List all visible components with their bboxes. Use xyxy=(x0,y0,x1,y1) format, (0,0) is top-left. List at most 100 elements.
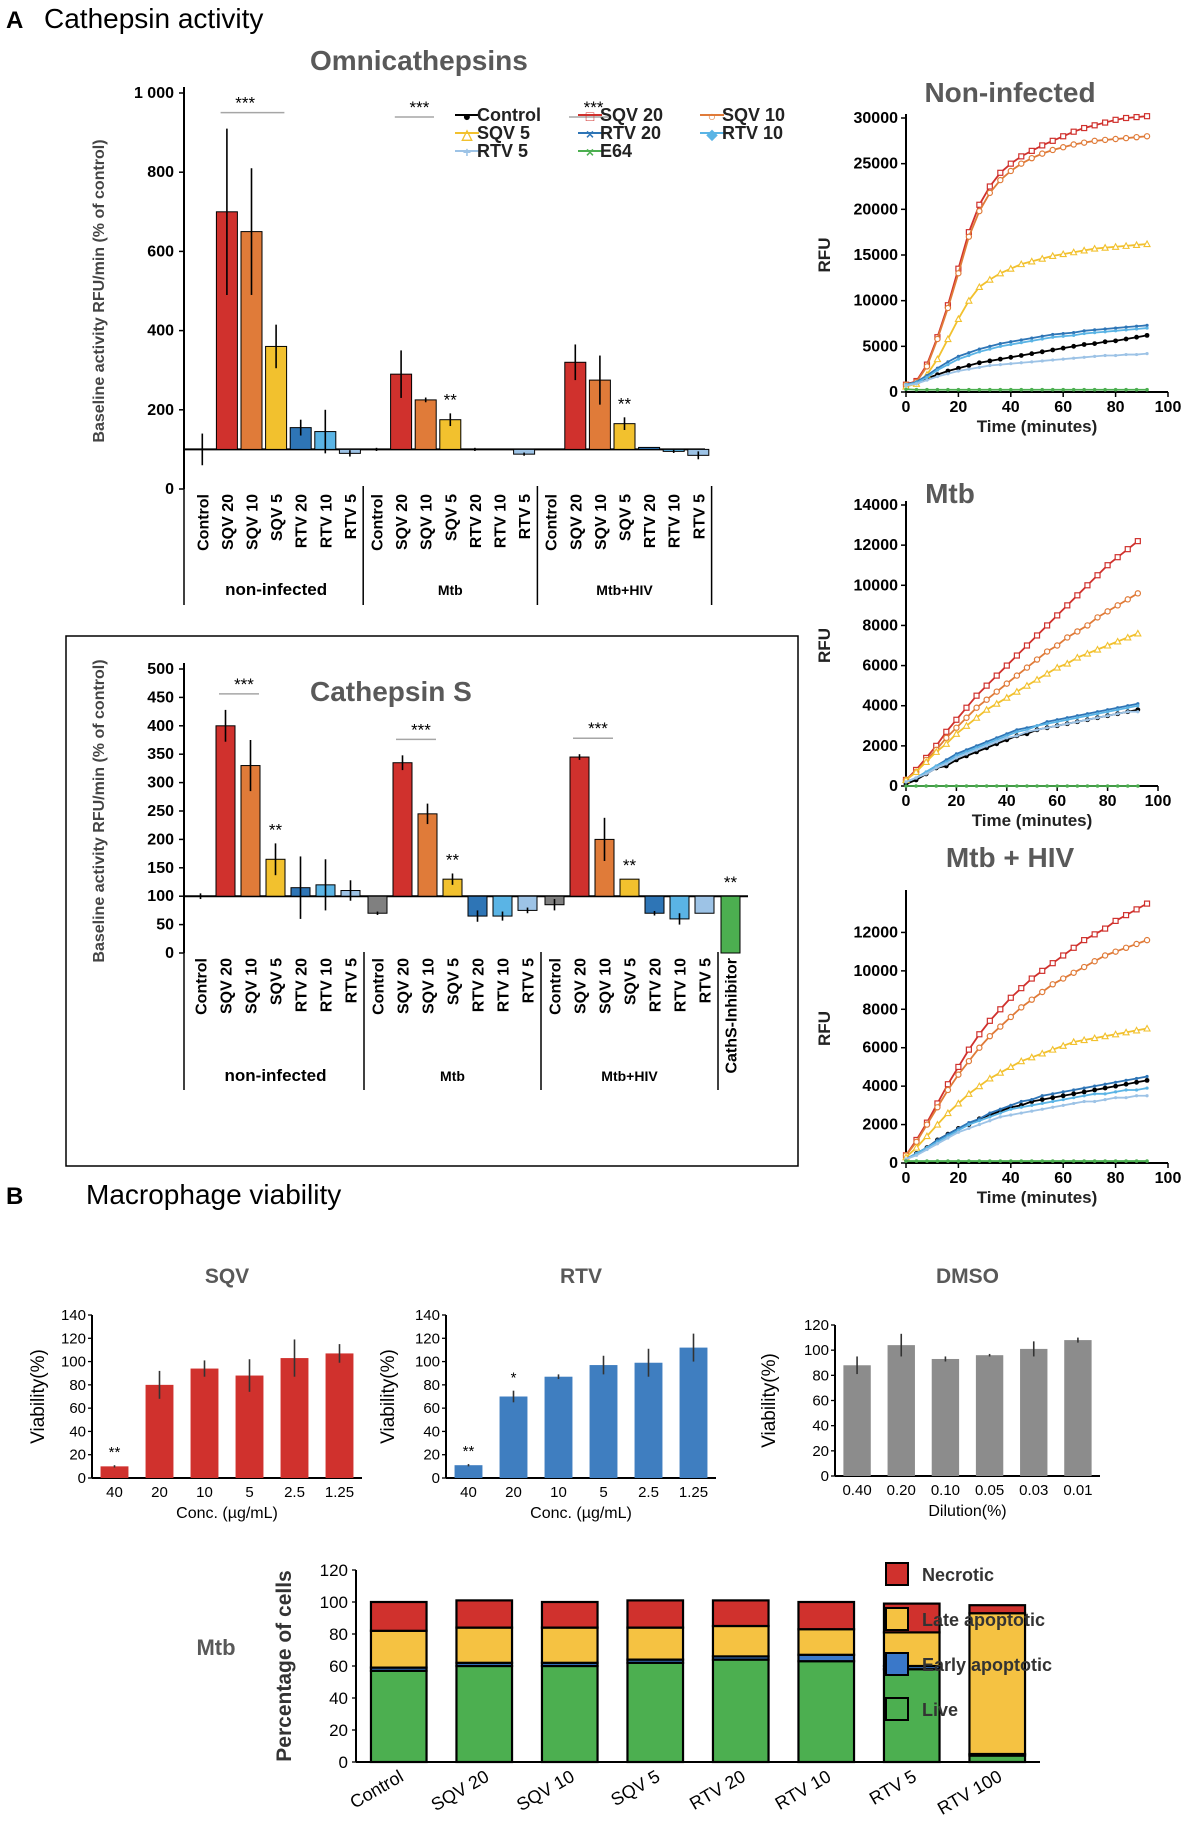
kin_hiv-point xyxy=(988,1115,992,1119)
kin_hiv-point xyxy=(1027,1053,1036,1061)
kin_ni-point xyxy=(944,304,952,312)
apop-category-label: SQV 10 xyxy=(513,1766,578,1815)
kin_mtb-series-RTV 20 xyxy=(905,702,1139,783)
via_rtv-sig-label: * xyxy=(511,1370,517,1387)
kin_mtb-point xyxy=(1035,724,1039,728)
kin_mtb-point xyxy=(995,740,999,744)
cats-ytick-label: 0 xyxy=(165,945,174,962)
kin_ni-point xyxy=(967,387,971,392)
kin_hiv-point xyxy=(1134,1088,1139,1092)
kin_mtb-point xyxy=(1094,614,1101,621)
apop-segment-Late apoptotic xyxy=(711,1624,770,1658)
kin_mtb-point xyxy=(932,747,941,755)
kin_hiv-point xyxy=(1028,975,1035,982)
cats-ytick-label: 350 xyxy=(147,746,174,763)
omni-legend: ● Control □ SQV 20 ○ SQV 10△ SQV 5 × RTV 20 ◆ RTV … xyxy=(455,105,785,161)
via_sqv-chart: SQV 140 120 100 80 60 40 20 0 40 ** 20 10 5 2.5 1.25 Con… xyxy=(28,1265,362,1522)
kin_ni-point xyxy=(987,358,993,364)
kin_ni-point xyxy=(1102,339,1108,345)
kin_hiv-point xyxy=(955,1071,962,1078)
kin_hiv-point xyxy=(965,1046,972,1053)
cats-bar-Mtb-SQV 20 xyxy=(392,762,413,897)
kin_ni-point xyxy=(1122,114,1130,122)
kin_ni-point xyxy=(986,183,993,190)
kin_ni-point xyxy=(1072,331,1076,335)
kin_hiv-point xyxy=(998,1111,1002,1115)
kin_mtb-point xyxy=(954,784,959,788)
via_sqv-bar-1.25 xyxy=(325,1353,354,1478)
omni-category-label: RTV 10 xyxy=(318,494,335,548)
via_dmso-ytick-label: 40 xyxy=(812,1418,829,1435)
kin_ni-point xyxy=(1081,342,1087,347)
legend-marker-RTV 20: × xyxy=(586,126,594,142)
kin_hiv-point xyxy=(925,1159,929,1163)
kin_mtb-point xyxy=(1012,687,1021,695)
kin_ni-point xyxy=(956,365,961,371)
kin_ni-series-SQV 10 xyxy=(905,135,1148,386)
kin_mtb-point xyxy=(962,721,971,729)
kin_ni-point xyxy=(1017,259,1026,268)
kin_mtb-point xyxy=(1055,784,1059,788)
kin_hiv-point xyxy=(934,1104,941,1111)
kin_hiv-point xyxy=(1134,1159,1139,1163)
kin_hiv-point xyxy=(1028,996,1035,1003)
kin_ni-point xyxy=(1018,153,1025,160)
kin_ni-point xyxy=(1082,355,1086,359)
kin_ni-point xyxy=(997,169,1004,176)
kin_mtb-point xyxy=(972,713,981,721)
omni-category-label: RTV 20 xyxy=(468,494,485,548)
kin_hiv-point xyxy=(1030,1103,1034,1107)
kin_hiv-point xyxy=(1145,1074,1149,1079)
omni-category-label: SQV 10 xyxy=(245,494,262,550)
kin_ni-point xyxy=(1145,352,1149,356)
kin_mtb-point xyxy=(1064,602,1071,609)
kin_mtb-point xyxy=(1013,652,1020,659)
kin_hiv-point xyxy=(1069,1037,1078,1045)
kin_mtb-point xyxy=(1084,622,1091,629)
kin_mtb-point xyxy=(993,688,1000,695)
kin_mtb-point xyxy=(953,724,960,731)
kin_ni-series-RTV 20 xyxy=(905,324,1148,386)
kin_hiv-x-label: Time (minutes) xyxy=(977,1188,1098,1207)
cats-chart: Cathepsin S50045040035030025020015010050… xyxy=(91,659,748,1090)
kin_ni-point xyxy=(1080,139,1088,146)
kin_hiv-point xyxy=(1059,975,1067,982)
kin_ni-point xyxy=(1093,331,1097,335)
cats-y-label: Baseline activity RFU/min (% of control) xyxy=(91,659,108,962)
apop-ytick-label: 60 xyxy=(329,1657,348,1676)
kin_mtb-chart: Mtb 0 20 40 60 80 100 14000 12000 10000 8000 6000 40… xyxy=(815,478,1171,830)
cats-category-label: CathS-Inhibitor xyxy=(724,958,741,1074)
apop-segment-Late apoptotic xyxy=(797,1628,856,1656)
panel-a-title: Cathepsin activity xyxy=(44,3,263,34)
kin_hiv-point xyxy=(935,1142,940,1146)
kin_mtb-point xyxy=(973,704,980,711)
apop-segment-Necrotic xyxy=(711,1599,770,1628)
kin_hiv-xtick-label: 20 xyxy=(950,1170,968,1187)
kin_hiv-xtick-label: 0 xyxy=(902,1170,911,1187)
kin_mtb-point xyxy=(1116,712,1120,716)
kin_ni-point xyxy=(1103,353,1107,358)
kin_ni-point xyxy=(935,368,940,372)
kin_ni-xtick-label: 0 xyxy=(902,399,911,416)
legend-marker-RTV 10: ◆ xyxy=(706,126,719,142)
via_dmso-ytick-label: 20 xyxy=(812,1443,829,1460)
via_dmso-ytick-label: 0 xyxy=(821,1468,829,1485)
cats-sig-label: ** xyxy=(446,850,460,869)
kin_hiv-ytick-label: 6000 xyxy=(862,1040,898,1057)
kin_hiv-point xyxy=(1134,1079,1139,1085)
kin_mtb-xtick-label: 60 xyxy=(1048,793,1066,810)
apop-segment-Necrotic xyxy=(797,1600,856,1631)
cats-ytick-label: 450 xyxy=(147,689,174,706)
kin_hiv-point xyxy=(1072,1088,1076,1092)
via_sqv-xtick-label: 2.5 xyxy=(284,1484,305,1501)
kin_hiv-point xyxy=(1040,1094,1044,1098)
kin_ni-point xyxy=(1134,352,1139,357)
kin_hiv-point xyxy=(1070,944,1077,951)
kin_ni-point xyxy=(976,201,983,208)
kin_ni-point xyxy=(1103,330,1107,334)
kin_hiv-ytick-label: 2000 xyxy=(862,1117,898,1134)
cats-bar-Mtb+HIV-RTV 5 xyxy=(694,895,715,914)
kin_hiv-point xyxy=(1039,967,1046,974)
kin_ni-point xyxy=(1072,333,1076,337)
kin_mtb-series-RTV 10 xyxy=(905,704,1139,783)
